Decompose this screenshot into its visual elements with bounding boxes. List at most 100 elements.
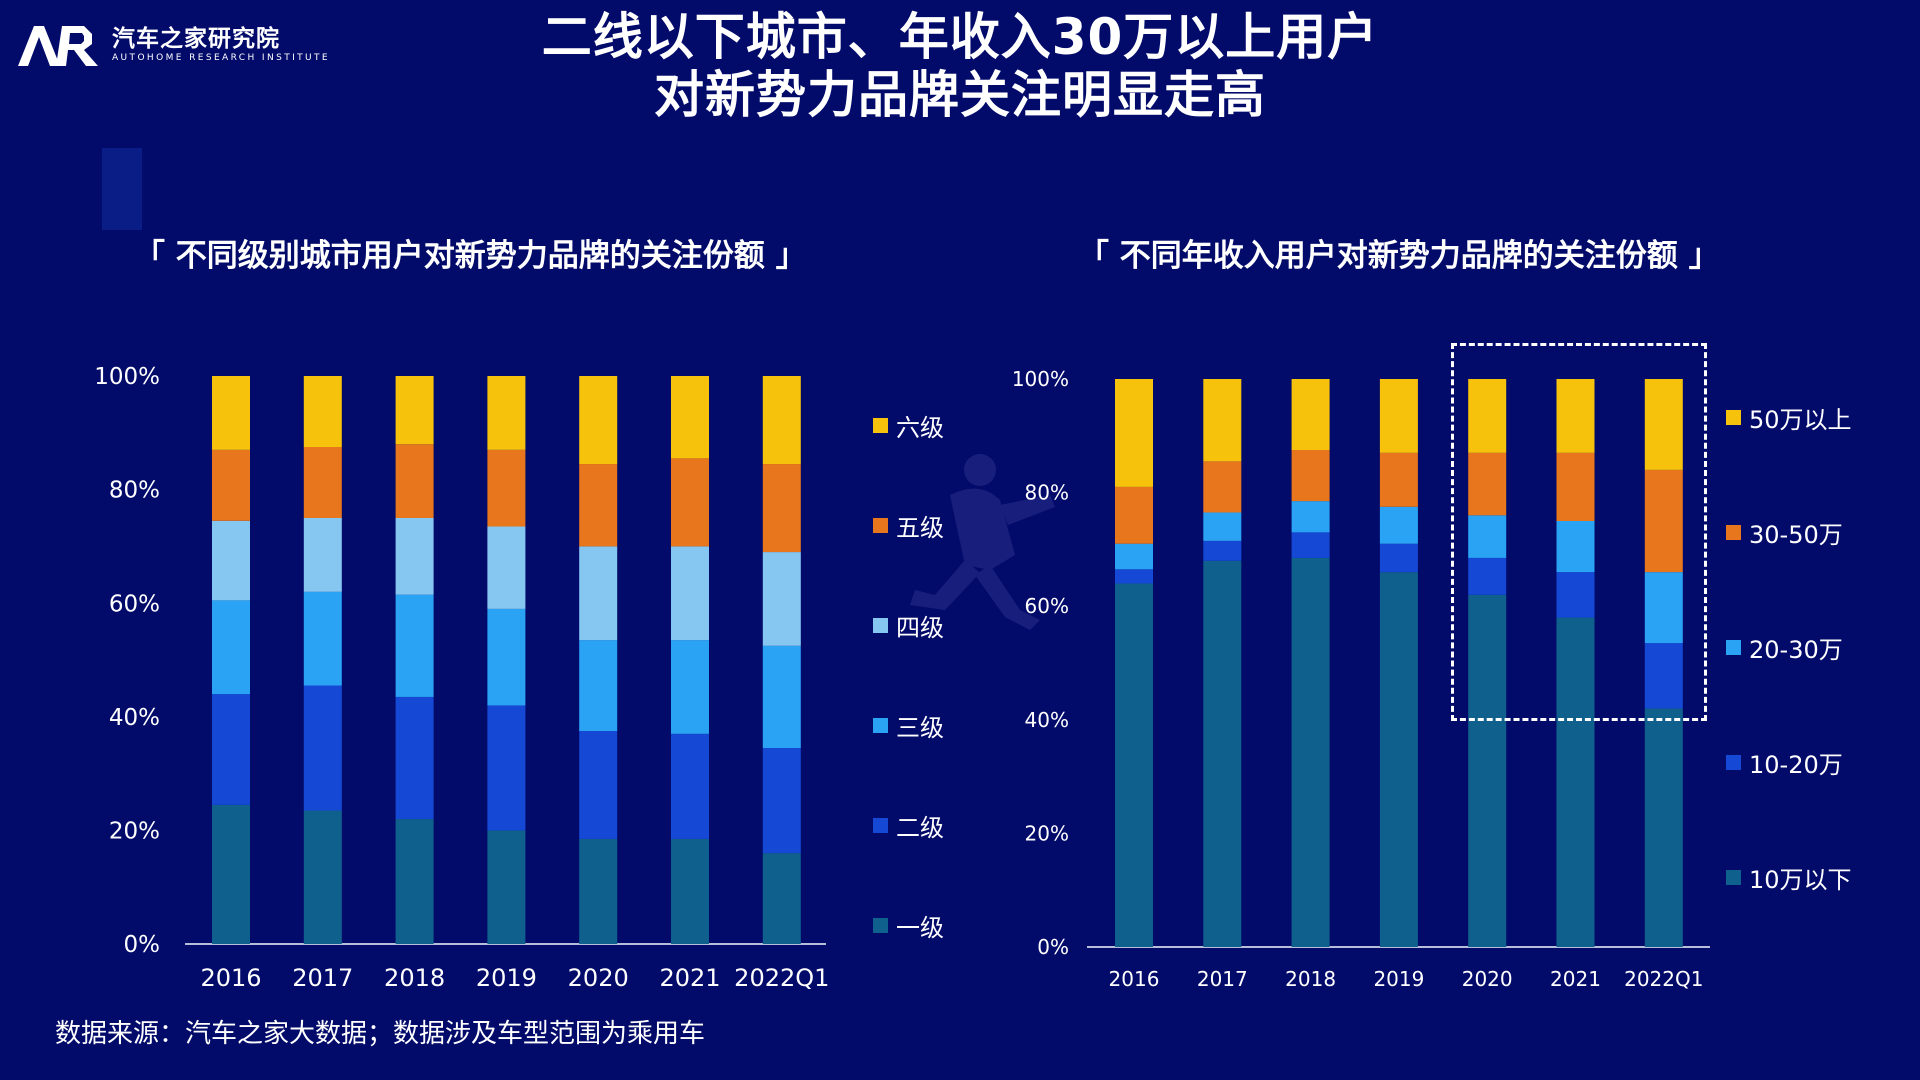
left-legend-label: 四级 [896, 614, 944, 642]
left-bar-segment [762, 645, 801, 749]
right-bar-segment [1203, 560, 1242, 947]
right-bar-segment [1644, 572, 1683, 644]
right-legend-item: 50万以上 [1726, 400, 1852, 435]
left-bar-segment [395, 819, 434, 944]
right-legend-swatch [1726, 870, 1741, 885]
right-bar-segment [1468, 557, 1507, 595]
right-x-tick-label: 2017 [1197, 967, 1248, 991]
right-y-tick-label: 100% [1012, 367, 1069, 391]
left-y-tick-label: 0% [124, 932, 161, 958]
highlight-box [1451, 343, 1707, 721]
left-y-tick-label: 60% [109, 591, 160, 617]
right-bar-segment [1468, 594, 1507, 947]
right-bar-segment [1291, 379, 1330, 450]
right-bar-segment [1644, 379, 1683, 470]
right-legend-swatch [1726, 640, 1741, 655]
left-x-tick-label: 2019 [476, 964, 537, 992]
left-legend-item: 五级 [873, 508, 944, 543]
income-share-chart: 0% 20% 40% 60% 80% 100% 2016 2017 2018 2019 2020 20… [1012, 367, 1710, 991]
right-bar-segment [1556, 452, 1595, 521]
city-tier-share-chart: 0% 20% 40% 60% 80% 100% 2016 2017 2018 2019 2020 20… [94, 364, 829, 992]
right-legend-swatch [1726, 410, 1741, 425]
left-bar-segment [671, 838, 709, 944]
right-y-tick-label: 80% [1025, 481, 1069, 505]
right-legend-label: 20-30万 [1749, 636, 1843, 664]
left-legend-item: 六级 [873, 408, 944, 443]
decorative-block [102, 148, 142, 230]
right-bar-segment [1379, 543, 1418, 573]
right-legend-label: 30-50万 [1749, 521, 1843, 549]
left-bar-segment [671, 458, 709, 547]
right-bar-segment [1291, 450, 1330, 502]
left-bar-segment [487, 526, 526, 609]
right-bar-segment [1644, 643, 1683, 709]
left-legend-item: 二级 [873, 808, 944, 843]
left-legend-swatch [873, 618, 888, 633]
left-bar-segment [303, 376, 342, 447]
right-bar-segment [1291, 501, 1330, 533]
right-bar-segment [1115, 543, 1153, 570]
right-x-tick-label: 2018 [1285, 967, 1336, 991]
right-bar-segment [1379, 452, 1418, 507]
right-bar-segment [1115, 379, 1153, 487]
left-bar-segment [579, 731, 618, 839]
right-bar-segment [1644, 708, 1683, 947]
left-legend-label: 一级 [896, 914, 944, 942]
page-title: 二线以下城市、年收入30万以上用户 对新势力品牌关注明显走高 [0, 8, 1920, 124]
right-x-tick-label: 2022Q1 [1624, 967, 1703, 991]
right-x-tick-label: 2021 [1550, 967, 1601, 991]
left-bar-segment [212, 376, 250, 450]
right-bar-segment [1379, 572, 1418, 947]
left-legend-label: 二级 [896, 814, 944, 842]
right-x-tick-label: 2016 [1109, 967, 1160, 991]
right-bar-segment [1468, 515, 1507, 558]
logo-subtitle: AUTOHOME RESEARCH INSTITUTE [112, 53, 331, 63]
left-legend-swatch [873, 718, 888, 733]
right-y-tick-label: 20% [1025, 821, 1069, 845]
title-line-1: 二线以下城市、年收入30万以上用户 [541, 8, 1379, 66]
left-bar-segment [395, 594, 434, 697]
left-x-tick-label: 2021 [659, 964, 720, 992]
right-bar-segment [1556, 617, 1595, 947]
left-bar-segment [303, 518, 342, 592]
left-legend-item: 三级 [873, 708, 944, 743]
right-y-tick-label: 0% [1037, 935, 1069, 959]
logo-mark-icon [18, 26, 98, 66]
left-legend-swatch [873, 918, 888, 933]
left-bar-segment [762, 376, 801, 465]
right-y-tick-label: 60% [1025, 594, 1069, 618]
right-bar-segment [1291, 557, 1330, 947]
right-bar-segment [1203, 461, 1242, 513]
left-x-tick-label: 2020 [568, 964, 629, 992]
left-chart-title: 「 不同级别城市用户对新势力品牌的关注份额 」 [134, 238, 807, 274]
right-bar-segment [1203, 512, 1242, 541]
runner-silhouette-icon [910, 454, 1055, 630]
left-x-tick-label: 2022Q1 [734, 964, 829, 992]
right-legend-label: 10-20万 [1749, 751, 1843, 779]
right-bar-segment [1556, 379, 1595, 453]
left-bar-segment [579, 640, 618, 731]
right-bar-segment [1115, 569, 1153, 584]
left-y-tick-label: 80% [109, 478, 160, 504]
right-x-tick-label: 2019 [1373, 967, 1424, 991]
left-bar-segment [212, 694, 250, 805]
left-bar-segment [579, 376, 618, 465]
left-bar-segment [762, 552, 801, 646]
left-bar-segment [212, 804, 250, 944]
left-bar-segment [395, 376, 434, 445]
left-bar-segment [395, 444, 434, 518]
left-legend-swatch [873, 818, 888, 833]
left-x-tick-label: 2017 [292, 964, 353, 992]
right-bar-segment [1203, 540, 1242, 561]
right-bar-segment [1291, 532, 1330, 558]
left-legend-label: 五级 [896, 514, 944, 542]
right-legend-swatch [1726, 525, 1741, 540]
right-y-tick-label: 40% [1025, 708, 1069, 732]
left-bar-segment [671, 640, 709, 734]
left-bar-segment [395, 696, 434, 820]
right-legend-label: 50万以上 [1749, 406, 1852, 434]
left-bar-segment [487, 705, 526, 831]
left-y-tick-label: 20% [109, 818, 160, 844]
right-x-tick-label: 2020 [1462, 967, 1513, 991]
right-chart-title: 「 不同年收入用户对新势力品牌的关注份额 」 [1078, 238, 1720, 274]
